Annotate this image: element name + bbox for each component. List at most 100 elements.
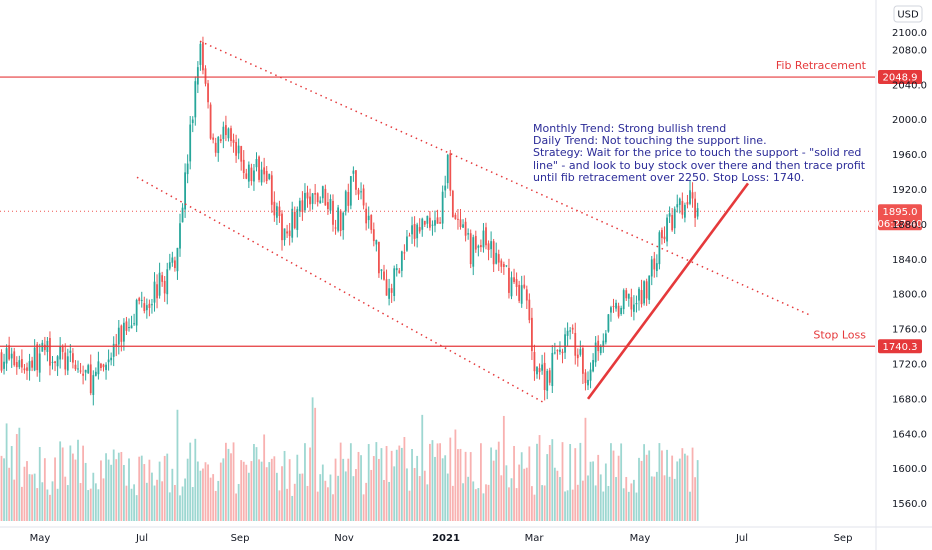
candle-body <box>444 185 447 191</box>
volume-bar <box>293 483 296 521</box>
candle-body <box>327 202 329 210</box>
volume-bar <box>400 447 403 521</box>
volume-bar <box>451 485 454 521</box>
volume-bar <box>199 470 202 521</box>
candle-body <box>467 233 470 235</box>
candle-body <box>451 190 454 218</box>
candle-body <box>102 364 105 368</box>
candle-body <box>334 227 337 229</box>
volume-bar <box>459 448 462 521</box>
candle-body <box>513 277 515 283</box>
volume-bar <box>546 454 549 521</box>
y-tick-label: 1800.0 <box>892 290 927 301</box>
volume-bar <box>668 476 671 521</box>
channel-trendline <box>136 176 546 404</box>
candle-body <box>620 307 623 315</box>
volume-bar <box>638 457 640 521</box>
candle-body <box>291 208 294 238</box>
candle-body <box>306 192 309 199</box>
volume-bar <box>10 446 13 521</box>
candle-body <box>663 236 666 240</box>
candle-body <box>202 42 204 71</box>
candle-body <box>615 302 617 309</box>
volume-bar <box>56 488 59 521</box>
volume-bar <box>423 470 426 521</box>
candle-body <box>635 302 638 305</box>
x-tick-label: Mar <box>525 533 545 544</box>
candle-body <box>337 207 339 231</box>
volume-bar <box>689 491 691 521</box>
candle-body <box>640 290 643 305</box>
volume-bar <box>94 483 97 521</box>
candle-body <box>43 344 46 351</box>
volume-bar <box>372 456 375 521</box>
volume-bar <box>102 478 105 521</box>
candle-body <box>87 365 90 374</box>
candle-body <box>222 126 225 140</box>
volume-bar <box>324 480 327 521</box>
volume-bar <box>576 484 579 521</box>
candle-body <box>561 351 564 354</box>
volume-bar <box>265 467 268 521</box>
candle-body <box>49 338 51 366</box>
candle-body <box>115 343 118 346</box>
volume-bar <box>383 479 385 521</box>
volume-bar <box>196 461 199 521</box>
volume-bar <box>446 473 449 521</box>
candle-body <box>105 364 107 371</box>
volume-bar <box>604 463 607 521</box>
volume-bar <box>538 435 541 521</box>
candle-body <box>166 269 169 295</box>
candle-body <box>676 204 679 208</box>
candle-body <box>120 325 123 342</box>
volume-bar <box>408 490 411 521</box>
volume-bar <box>436 443 439 521</box>
candle-body <box>54 361 56 364</box>
volume-bar <box>306 485 309 521</box>
strategy-annotation[interactable]: Monthly Trend: Strong bullish trend Dail… <box>533 122 873 184</box>
volume-bars <box>0 397 699 521</box>
candle-body <box>607 314 610 332</box>
volume-bar <box>270 458 273 521</box>
volume-bar <box>347 458 350 521</box>
volume-bar <box>474 489 477 521</box>
candle-body <box>515 279 518 287</box>
candle-body <box>661 230 663 239</box>
volume-bar <box>23 466 26 521</box>
volume-bar <box>186 458 189 521</box>
candle-body <box>145 305 148 311</box>
volume-bar <box>168 492 171 521</box>
candle-body <box>480 245 482 248</box>
volume-bar <box>66 485 69 521</box>
volume-bar <box>258 459 260 521</box>
candle-body <box>344 191 347 212</box>
candle-body <box>301 200 304 212</box>
volume-bar <box>536 443 538 521</box>
volume-bar <box>332 494 334 521</box>
volume-bar <box>51 481 54 521</box>
candle-body <box>125 321 128 331</box>
volume-bar <box>138 456 141 521</box>
volume-bar <box>627 491 630 521</box>
candle-body <box>255 158 258 168</box>
volume-bar <box>650 476 653 521</box>
volume-bar <box>72 453 74 521</box>
volume-bar <box>566 490 569 521</box>
candle-body <box>18 360 21 368</box>
candle-body <box>148 303 151 308</box>
candle-body <box>375 239 378 245</box>
candle-body <box>94 371 97 376</box>
candle-body <box>89 364 92 394</box>
candle-body <box>523 284 526 288</box>
candle-body <box>66 356 69 371</box>
volume-bar <box>148 459 151 521</box>
candle-body <box>602 340 605 348</box>
volume-bar <box>571 489 574 521</box>
candle-body <box>434 220 436 226</box>
candle-body <box>574 332 577 356</box>
volume-bar <box>217 480 220 521</box>
volume-bar <box>222 458 225 521</box>
candle-body <box>502 264 505 267</box>
candle-body <box>212 137 215 140</box>
